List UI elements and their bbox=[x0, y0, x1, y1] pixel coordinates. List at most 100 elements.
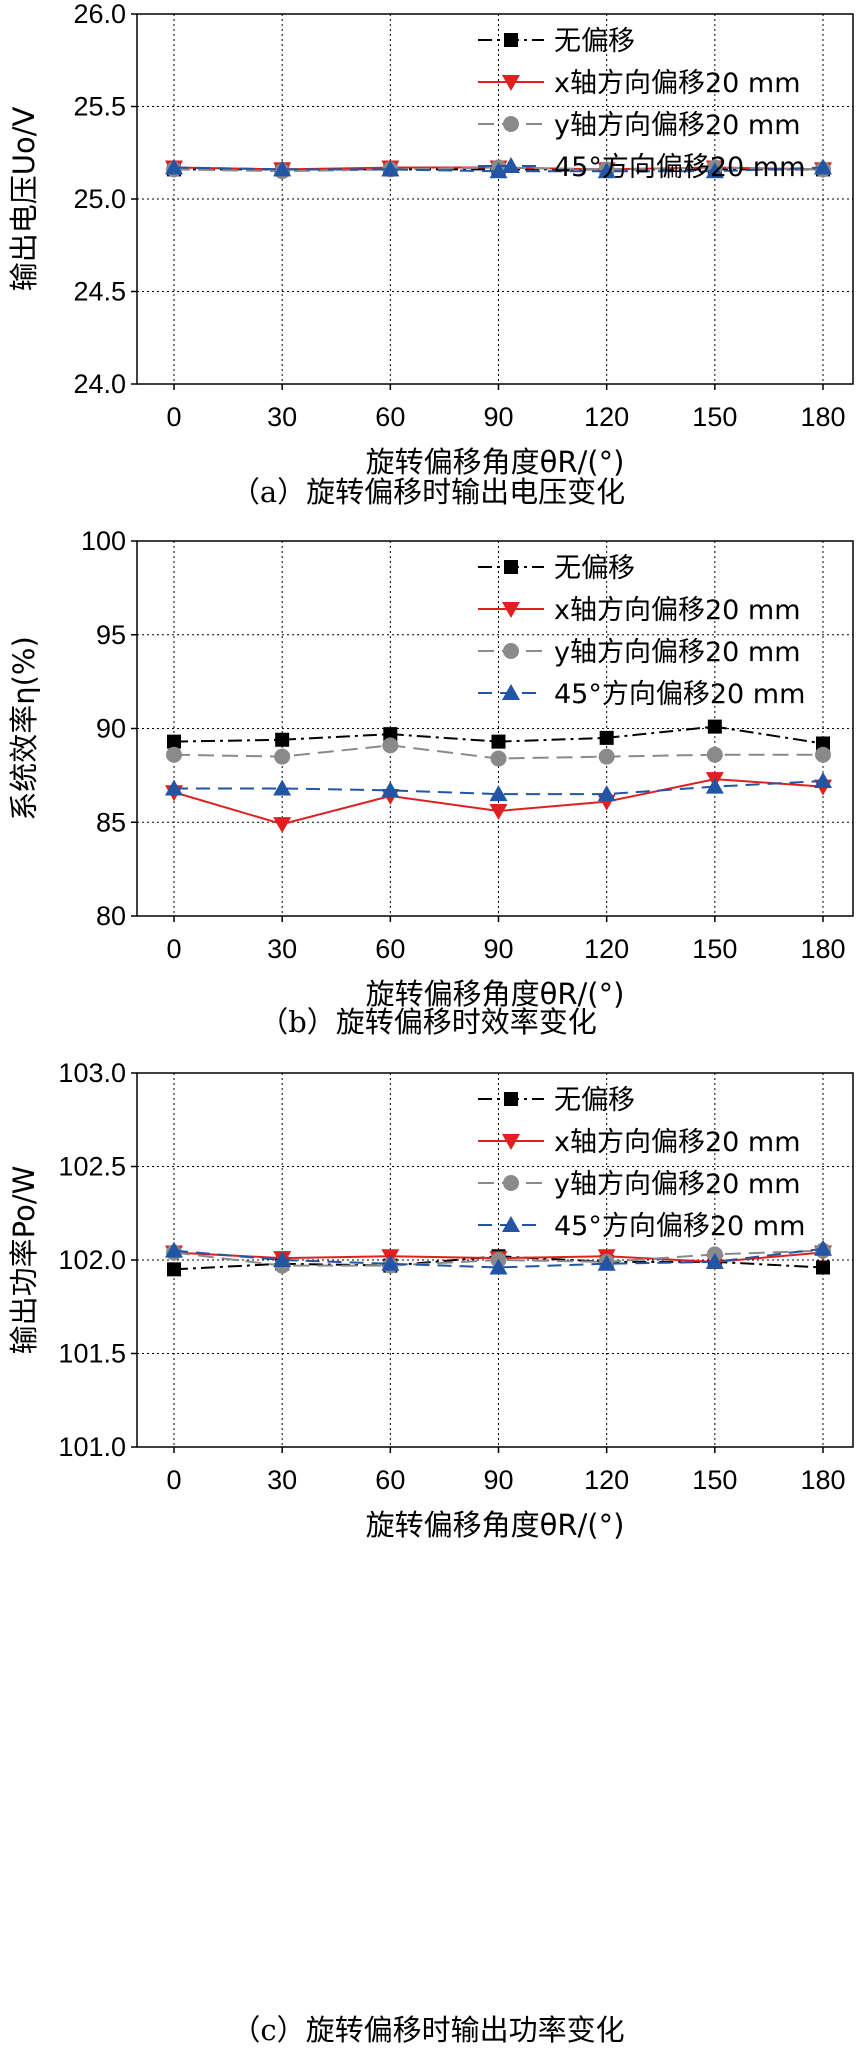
data-point bbox=[705, 1252, 724, 1269]
y-axis-title: 输出功率Po/W bbox=[7, 1166, 41, 1355]
y-tick-label: 103.0 bbox=[58, 1058, 126, 1088]
x-tick-label: 120 bbox=[584, 934, 629, 964]
legend-label: y轴方向偏移20 mm bbox=[554, 637, 801, 668]
data-point bbox=[597, 162, 616, 179]
y-tick-label: 102.0 bbox=[58, 1245, 126, 1275]
data-point bbox=[166, 746, 182, 763]
x-tick-label: 120 bbox=[584, 402, 629, 432]
x-tick-label: 90 bbox=[483, 402, 513, 432]
chart-panel-a: 24.0 24.5 25.0 25.5 26.0 0 30 60 90 120 150 180 旋转偏移… bbox=[7, 0, 854, 509]
legend-marker bbox=[502, 75, 520, 91]
data-point bbox=[816, 736, 830, 751]
data-point bbox=[489, 804, 508, 820]
x-tick-label: 0 bbox=[166, 934, 181, 964]
y-tick-label: 101.5 bbox=[58, 1339, 126, 1369]
x-tick-label: 30 bbox=[267, 1465, 297, 1495]
y-tick-label: 24.0 bbox=[73, 369, 126, 399]
legend: 无偏移 x轴方向偏移20 mm y轴方向偏移20 mm 45°方向偏移20 mm bbox=[478, 26, 805, 183]
data-point bbox=[705, 777, 724, 794]
data-point bbox=[707, 719, 722, 734]
x-tick-label: 180 bbox=[800, 934, 845, 964]
data-point bbox=[598, 748, 615, 765]
legend-marker bbox=[503, 1175, 519, 1191]
data-point bbox=[273, 160, 292, 177]
y-axis-title: 输出电压Uo/V bbox=[7, 107, 41, 292]
data-point bbox=[165, 158, 183, 175]
data-point bbox=[705, 162, 724, 179]
y-tick-label: 26.0 bbox=[73, 0, 126, 29]
legend-label: 无偏移 bbox=[554, 553, 635, 584]
chart-panel-b: 80 85 90 95 100 0 30 60 90 120 150 180 旋转偏移角度θR/(°) 系… bbox=[7, 526, 854, 1039]
legend-marker bbox=[502, 1134, 520, 1150]
y-tick-label: 95 bbox=[96, 620, 126, 650]
data-point bbox=[489, 162, 508, 179]
figure-caption: （b）旋转偏移时效率变化 bbox=[259, 1005, 597, 1039]
x-tick-label: 60 bbox=[375, 934, 405, 964]
series-4 bbox=[165, 158, 832, 179]
data-point bbox=[381, 160, 400, 177]
data-point bbox=[167, 734, 181, 749]
legend-marker bbox=[504, 1092, 518, 1106]
x-tick-label: 30 bbox=[267, 402, 297, 432]
data-point bbox=[489, 1258, 508, 1275]
legend-marker bbox=[504, 560, 518, 574]
data-point bbox=[816, 1260, 830, 1275]
x-tick-label: 180 bbox=[800, 402, 845, 432]
data-point bbox=[273, 817, 292, 834]
figure-caption: （a）旋转偏移时输出电压变化 bbox=[231, 475, 625, 509]
x-tick-label: 180 bbox=[800, 1465, 845, 1495]
data-point bbox=[489, 785, 508, 802]
legend-label: 无偏移 bbox=[554, 26, 635, 57]
data-point bbox=[814, 1239, 832, 1256]
legend-marker bbox=[502, 602, 520, 618]
legend-label: 45°方向偏移20 mm bbox=[554, 679, 805, 710]
data-point bbox=[273, 779, 292, 796]
data-point bbox=[815, 746, 831, 763]
data-point bbox=[490, 750, 507, 767]
data-point bbox=[383, 727, 398, 742]
x-tick-label: 120 bbox=[584, 1465, 629, 1495]
y-tick-label: 90 bbox=[96, 714, 126, 744]
data-point bbox=[706, 746, 723, 763]
legend-marker bbox=[502, 1216, 520, 1232]
series-1 bbox=[167, 719, 830, 751]
x-tick-label: 30 bbox=[267, 934, 297, 964]
x-tick-label: 60 bbox=[375, 1465, 405, 1495]
legend: 无偏移 x轴方向偏移20 mm y轴方向偏移20 mm 45°方向偏移20 mm bbox=[478, 1085, 805, 1242]
series-4 bbox=[165, 1239, 832, 1275]
x-tick-label: 150 bbox=[692, 934, 737, 964]
data-point bbox=[597, 785, 616, 802]
y-tick-label: 102.5 bbox=[58, 1152, 126, 1182]
x-tick-label: 150 bbox=[692, 402, 737, 432]
figure-caption: （c）旋转偏移时输出功率变化 bbox=[231, 2013, 624, 2047]
data-point bbox=[274, 748, 291, 765]
data-point bbox=[599, 730, 614, 745]
chart-panel-c: 101.0 101.5 102.0 102.5 103.0 0 30 60 90 120 150 18… bbox=[7, 1058, 854, 2047]
y-tick-label: 100 bbox=[81, 526, 126, 556]
y-tick-label: 25.0 bbox=[73, 184, 126, 214]
y-tick-label: 85 bbox=[96, 807, 126, 837]
x-axis-title: 旋转偏移角度θR/(°) bbox=[366, 1508, 625, 1542]
legend-marker bbox=[502, 684, 520, 700]
legend-marker bbox=[502, 157, 520, 173]
data-point bbox=[381, 1254, 400, 1271]
legend-marker bbox=[503, 643, 519, 659]
legend-label: y轴方向偏移20 mm bbox=[554, 110, 801, 141]
legend-label: x轴方向偏移20 mm bbox=[554, 595, 801, 626]
data-point bbox=[814, 772, 832, 788]
x-tick-label: 0 bbox=[166, 402, 181, 432]
legend-label: 45°方向偏移20 mm bbox=[554, 152, 805, 183]
data-point bbox=[167, 1262, 181, 1277]
data-point bbox=[275, 732, 290, 747]
legend-label: 无偏移 bbox=[554, 1085, 635, 1116]
x-tick-label: 90 bbox=[483, 1465, 513, 1495]
data-point bbox=[165, 1241, 183, 1258]
series-4 bbox=[165, 772, 832, 802]
legend-label: 45°方向偏移20 mm bbox=[554, 1211, 805, 1242]
y-tick-label: 25.5 bbox=[73, 92, 126, 122]
y-tick-label: 24.5 bbox=[73, 277, 126, 307]
legend-label: x轴方向偏移20 mm bbox=[554, 1127, 801, 1158]
data-point bbox=[814, 158, 832, 175]
legend-label: y轴方向偏移20 mm bbox=[554, 1169, 801, 1200]
